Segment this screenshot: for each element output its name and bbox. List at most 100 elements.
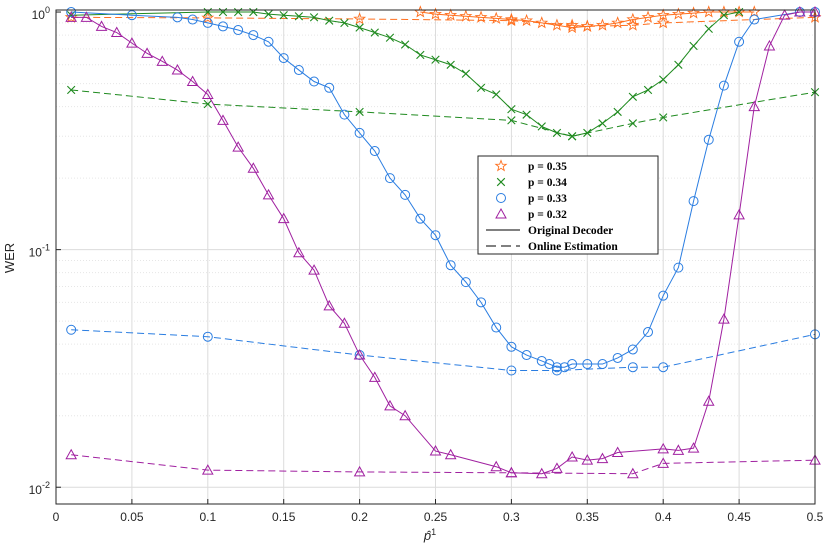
x-tick-label: 0.15: [272, 510, 296, 524]
circle-marker: [718, 80, 729, 91]
triangle-marker: [308, 264, 320, 275]
x-tick-label: 0: [53, 510, 60, 524]
circle-marker: [66, 324, 77, 335]
triangle-marker: [505, 466, 518, 478]
y-tick-label: 10-2: [29, 480, 50, 497]
circle-marker: [551, 365, 562, 376]
x-marker: [628, 119, 638, 128]
triangle-marker: [323, 299, 336, 311]
star-marker: [687, 6, 701, 19]
x-tick-label: 0.45: [727, 510, 751, 524]
series-p033e: [66, 324, 820, 376]
x-tick-label: 0.4: [655, 510, 672, 524]
series-line: [71, 11, 815, 368]
x-marker: [628, 92, 638, 101]
circle-marker: [415, 213, 426, 224]
x-marker: [704, 24, 713, 34]
series-p035: [413, 5, 761, 34]
triangle-marker: [566, 451, 578, 462]
y-axis-label: WER: [2, 243, 17, 273]
star-marker: [611, 16, 625, 29]
legend-label: p = 0.35: [528, 161, 567, 173]
x-marker: [416, 50, 425, 60]
x-axis-label-sup: 1: [431, 527, 436, 537]
star-marker: [353, 12, 367, 25]
y-tick-base: 10: [29, 483, 43, 497]
x-marker: [325, 16, 334, 25]
star-marker: [550, 18, 564, 31]
triangle-marker: [95, 20, 108, 31]
x-axis-label-base: p̂: [423, 528, 432, 543]
circle-marker: [278, 53, 289, 64]
triangle-marker: [626, 467, 639, 479]
legend-item: Original Decoder: [486, 225, 613, 237]
triangle-marker: [65, 448, 78, 460]
triangle-marker: [368, 371, 381, 382]
x-marker: [461, 69, 471, 78]
star-marker: [444, 8, 458, 21]
circle-marker: [658, 362, 669, 373]
x-tick-label: 0.25: [424, 510, 448, 524]
circle-marker: [354, 127, 365, 138]
triangle-marker: [80, 11, 93, 22]
circle-marker: [521, 350, 532, 361]
series-line: [71, 454, 816, 475]
triangle-marker: [596, 452, 609, 464]
star-marker: [626, 18, 640, 31]
star-marker: [656, 16, 670, 29]
triangle-marker: [702, 395, 715, 406]
x-tick-label: 0.1: [199, 510, 216, 524]
star-marker: [565, 18, 579, 31]
circle-marker: [703, 134, 714, 145]
circle-marker: [460, 277, 471, 288]
circle-marker: [491, 322, 502, 333]
triangle-marker: [748, 100, 761, 112]
circle-marker: [172, 12, 183, 23]
x-marker: [385, 33, 395, 42]
x-marker: [613, 107, 622, 117]
triangle-marker: [581, 454, 594, 465]
circle-marker: [506, 365, 517, 376]
legend-item: p = 0.33: [496, 193, 567, 205]
x-tick-label: 0.3: [503, 510, 520, 524]
x-marker: [340, 18, 349, 28]
grid: [56, 10, 815, 504]
x-marker: [719, 10, 729, 20]
triangle-marker: [718, 313, 730, 324]
star-marker: [504, 13, 518, 27]
circle-marker: [496, 193, 506, 203]
triangle-marker: [353, 349, 366, 360]
x-marker: [507, 105, 516, 114]
x-marker: [659, 75, 668, 84]
triangle-marker: [763, 39, 776, 51]
triangle-marker: [444, 448, 457, 460]
circle-marker: [734, 36, 745, 47]
circle-marker: [688, 196, 699, 207]
x-marker: [279, 10, 288, 20]
circle-marker: [551, 362, 562, 373]
x-tick-label: 0.35: [576, 510, 600, 524]
series-line: [71, 16, 816, 27]
circle-marker: [384, 173, 395, 184]
triangle-marker: [110, 26, 123, 38]
circle-marker: [233, 25, 244, 36]
legend-item: Online Estimation: [486, 241, 618, 253]
x-marker: [203, 99, 212, 109]
triangle-marker: [657, 457, 670, 468]
x-marker: [643, 85, 653, 95]
triangle-marker: [277, 212, 290, 224]
x-marker: [659, 113, 668, 122]
x-marker: [492, 90, 501, 99]
x-marker: [476, 83, 486, 92]
triangle-marker: [232, 141, 245, 152]
triangle-marker: [495, 207, 507, 219]
x-marker: [689, 41, 698, 51]
x-marker: [264, 9, 273, 19]
triangle-marker: [399, 409, 411, 421]
circle-marker: [673, 262, 684, 273]
x-marker: [552, 128, 562, 138]
x-marker: [507, 116, 516, 125]
star-marker: [489, 11, 503, 24]
x-marker: [598, 119, 607, 128]
circle-marker: [658, 290, 669, 301]
